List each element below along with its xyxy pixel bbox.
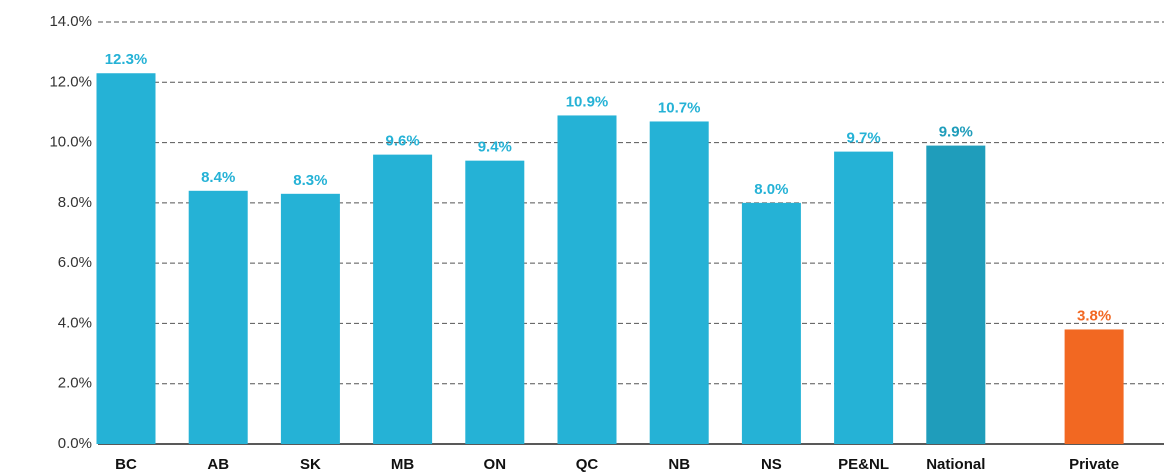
bar (280, 193, 340, 444)
value-label: 8.3% (293, 172, 327, 189)
bar (834, 151, 894, 444)
x-tick-label: SK (300, 456, 321, 473)
bar (96, 73, 156, 444)
y-tick-label: 14.0% (49, 13, 92, 30)
value-label: 10.9% (566, 93, 609, 110)
bar (649, 121, 709, 444)
bar (373, 154, 433, 444)
y-tick-label: 0.0% (58, 435, 92, 452)
value-label: 3.8% (1077, 307, 1111, 324)
value-label: 12.3% (105, 51, 148, 68)
value-label: 9.6% (385, 133, 419, 150)
value-label: 9.4% (478, 139, 512, 156)
value-label: 9.7% (846, 130, 880, 147)
x-tick-label: National (926, 456, 985, 473)
x-tick-label: QC (576, 456, 599, 473)
value-label: 9.9% (939, 124, 973, 141)
y-tick-label: 6.0% (58, 254, 92, 271)
x-tick-label: NS (761, 456, 782, 473)
bar (465, 160, 525, 444)
bar (741, 202, 801, 444)
x-tick-label: NB (668, 456, 690, 473)
x-tick-label: PE&NL (838, 456, 889, 473)
y-tick-label: 10.0% (49, 134, 92, 151)
value-label: 10.7% (658, 99, 701, 116)
bar (926, 145, 986, 445)
x-tick-label: AB (207, 456, 229, 473)
y-tick-label: 4.0% (58, 314, 92, 331)
value-label: 8.0% (754, 181, 788, 198)
y-tick-label: 8.0% (58, 194, 92, 211)
y-tick-label: 2.0% (58, 375, 92, 392)
value-label: 8.4% (201, 169, 235, 186)
bar (188, 190, 248, 444)
x-tick-label: Private (1069, 456, 1119, 473)
y-tick-label: 12.0% (49, 73, 92, 90)
x-tick-label: ON (484, 456, 507, 473)
bar (557, 115, 617, 444)
bar (1064, 329, 1124, 444)
x-tick-label: MB (391, 456, 414, 473)
x-tick-label: BC (115, 456, 137, 473)
